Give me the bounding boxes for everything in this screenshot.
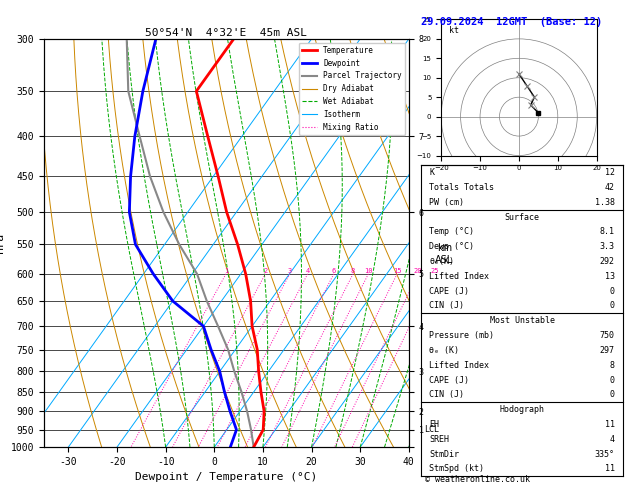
Text: K: K xyxy=(430,168,435,177)
Text: 29.09.2024  12GMT  (Base: 12): 29.09.2024 12GMT (Base: 12) xyxy=(421,17,603,27)
Text: Temp (°C): Temp (°C) xyxy=(430,227,474,236)
Text: 2: 2 xyxy=(263,268,267,274)
Text: Most Unstable: Most Unstable xyxy=(489,316,555,325)
Y-axis label: hPa: hPa xyxy=(0,233,5,253)
Text: 4: 4 xyxy=(306,268,309,274)
Legend: Temperature, Dewpoint, Parcel Trajectory, Dry Adiabat, Wet Adiabat, Isotherm, Mi: Temperature, Dewpoint, Parcel Trajectory… xyxy=(299,43,405,135)
Title: 50°54'N  4°32'E  45m ASL: 50°54'N 4°32'E 45m ASL xyxy=(145,28,308,38)
Text: 0: 0 xyxy=(610,287,615,295)
Text: 13: 13 xyxy=(604,272,615,281)
Text: EH: EH xyxy=(430,420,440,429)
Text: Hodograph: Hodograph xyxy=(499,405,545,414)
Text: 11: 11 xyxy=(604,465,615,473)
Text: 297: 297 xyxy=(599,346,615,355)
Text: 292: 292 xyxy=(599,257,615,266)
Text: Lifted Index: Lifted Index xyxy=(430,272,489,281)
Text: 20: 20 xyxy=(414,268,422,274)
Text: Totals Totals: Totals Totals xyxy=(430,183,494,192)
Text: LCL: LCL xyxy=(424,425,438,434)
Text: Pressure (mb): Pressure (mb) xyxy=(430,331,494,340)
Text: θₑ (K): θₑ (K) xyxy=(430,346,459,355)
Text: 15: 15 xyxy=(393,268,401,274)
Text: 3: 3 xyxy=(287,268,292,274)
Text: 1.38: 1.38 xyxy=(594,198,615,207)
Text: 6: 6 xyxy=(331,268,336,274)
Text: Surface: Surface xyxy=(504,212,540,222)
Text: 8.1: 8.1 xyxy=(599,227,615,236)
Text: 1: 1 xyxy=(224,268,228,274)
Text: CIN (J): CIN (J) xyxy=(430,301,464,311)
Text: 335°: 335° xyxy=(594,450,615,459)
Text: 25: 25 xyxy=(430,268,439,274)
Text: 10: 10 xyxy=(364,268,372,274)
Text: Lifted Index: Lifted Index xyxy=(430,361,489,370)
Text: 0: 0 xyxy=(610,376,615,384)
Text: 8: 8 xyxy=(610,361,615,370)
X-axis label: Dewpoint / Temperature (°C): Dewpoint / Temperature (°C) xyxy=(135,472,318,483)
Text: 0: 0 xyxy=(610,301,615,311)
Text: 0: 0 xyxy=(610,390,615,399)
Text: CAPE (J): CAPE (J) xyxy=(430,376,469,384)
Text: StmDir: StmDir xyxy=(430,450,459,459)
Text: StmSpd (kt): StmSpd (kt) xyxy=(430,465,484,473)
Text: © weatheronline.co.uk: © weatheronline.co.uk xyxy=(425,474,530,484)
Text: SREH: SREH xyxy=(430,435,450,444)
Text: Dewp (°C): Dewp (°C) xyxy=(430,242,474,251)
Text: 8: 8 xyxy=(351,268,355,274)
Text: CIN (J): CIN (J) xyxy=(430,390,464,399)
Text: PW (cm): PW (cm) xyxy=(430,198,464,207)
Text: 42: 42 xyxy=(604,183,615,192)
Text: 4: 4 xyxy=(610,435,615,444)
Text: 3.3: 3.3 xyxy=(599,242,615,251)
Text: θₑ(K): θₑ(K) xyxy=(430,257,455,266)
Text: 12: 12 xyxy=(604,168,615,177)
Text: 750: 750 xyxy=(599,331,615,340)
Text: CAPE (J): CAPE (J) xyxy=(430,287,469,295)
Text: 11: 11 xyxy=(604,420,615,429)
Text: kt: kt xyxy=(449,26,459,35)
Y-axis label: km
ASL: km ASL xyxy=(435,243,454,264)
